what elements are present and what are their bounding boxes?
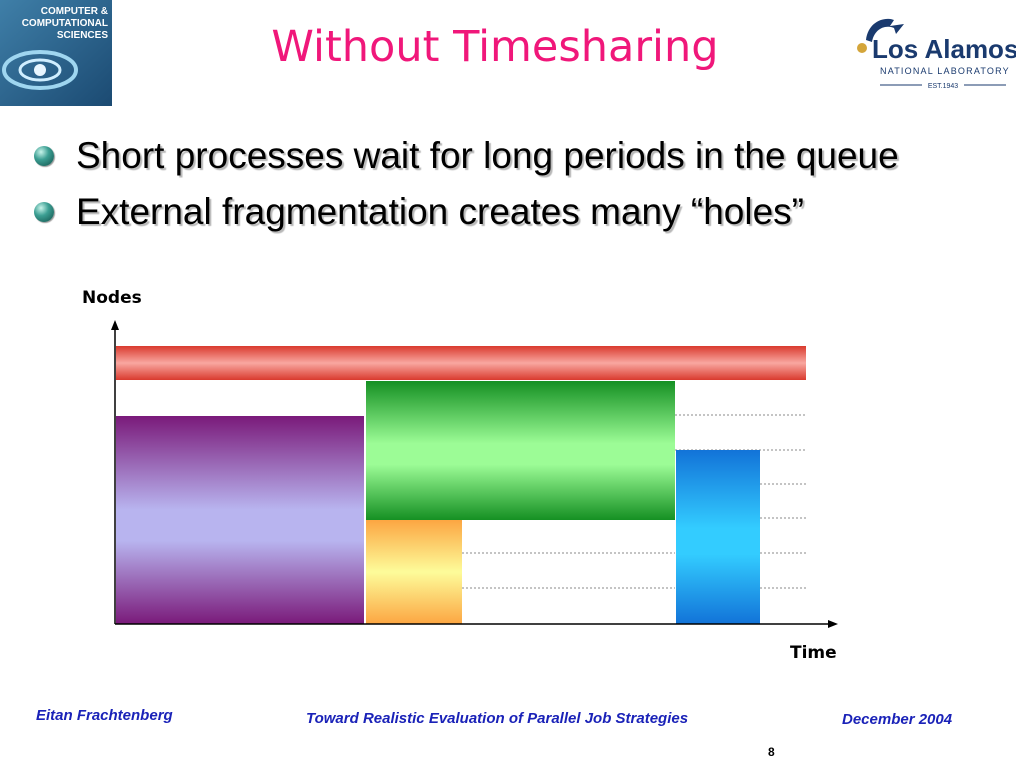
ccs-logo-line1: COMPUTER &: [41, 6, 108, 17]
y-axis-arrow-icon: [111, 320, 119, 330]
footer-talk-title: Toward Realistic Evaluation of Parallel …: [306, 710, 689, 727]
ccs-logo-line2: COMPUTATIONAL: [22, 18, 108, 29]
bullet-sphere-icon: [34, 202, 54, 222]
ccs-swirl-icon: [2, 50, 78, 90]
bullet-text: Short processes wait for long periods in…: [76, 135, 899, 176]
x-axis-arrow-icon: [828, 620, 838, 628]
footer-date: December 2004: [842, 711, 953, 728]
lanl-arrow-icon: [866, 18, 904, 42]
footer-author: Eitan Frachtenberg: [36, 707, 173, 724]
y-axis-label: Nodes: [82, 288, 142, 308]
lanl-logo: Los Alamos NATIONAL LABORATORY EST.1943: [857, 18, 1016, 90]
job-block-orange: [366, 520, 462, 624]
job-block-green: [366, 381, 675, 520]
job-block-red: [116, 346, 806, 380]
bullet-sphere-icon: [34, 146, 54, 166]
lanl-logo-name: Los Alamos: [872, 34, 1016, 64]
ccs-logo: COMPUTER & COMPUTATIONAL SCIENCES: [0, 0, 112, 106]
ccs-logo-line3: SCIENCES: [57, 30, 108, 41]
page-number: 8: [768, 745, 775, 759]
bullet-item: External fragmentation creates many “hol…: [34, 184, 899, 240]
x-axis-label: Time: [790, 643, 837, 663]
bullet-list: Short processes wait for long periods in…: [34, 128, 899, 240]
slide-title: Without Timesharing: [271, 22, 719, 72]
lanl-logo-sub: NATIONAL LABORATORY: [880, 66, 1010, 76]
job-block-blue: [676, 450, 760, 624]
scheduling-diagram: Nodes Time: [82, 288, 838, 663]
lanl-logo-est: EST.1943: [928, 83, 958, 90]
job-block-purple: [116, 416, 364, 624]
bullet-item: Short processes wait for long periods in…: [34, 128, 899, 184]
bullet-text: External fragmentation creates many “hol…: [76, 191, 805, 232]
